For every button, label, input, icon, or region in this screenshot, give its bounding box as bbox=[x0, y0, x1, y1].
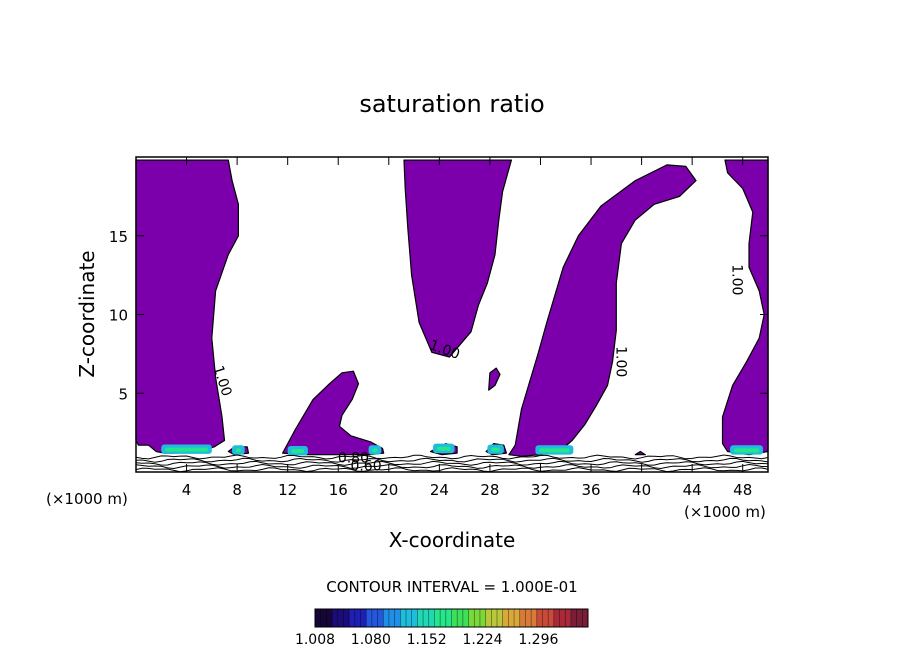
x-tick-label: 32 bbox=[531, 481, 550, 499]
contour-label-6: 0.60 bbox=[350, 458, 381, 474]
supersaturated-region-4 bbox=[721, 159, 769, 456]
supersaturated-region-6 bbox=[488, 367, 501, 391]
x-axis-label: X-coordinate bbox=[389, 528, 516, 552]
x-tick-label: 48 bbox=[733, 481, 752, 499]
colorbar-tick-label: 1.152 bbox=[407, 632, 447, 648]
colorbar: 1.008 1.080 1.152 1.224 1.296 bbox=[295, 608, 589, 648]
colorbar-swatch bbox=[468, 609, 487, 627]
y-axis-label: Z-coordinate bbox=[75, 250, 99, 377]
isoline-3 bbox=[135, 460, 769, 466]
isoline-1 bbox=[135, 467, 769, 473]
x-tick-label: 24 bbox=[430, 481, 449, 499]
x-tick-label: 36 bbox=[581, 481, 600, 499]
high-value-core-4 bbox=[372, 448, 378, 453]
supersaturated-region-2 bbox=[403, 159, 512, 358]
isoline-2 bbox=[135, 463, 769, 470]
high-value-core-7 bbox=[539, 448, 570, 453]
colorbar-swatch bbox=[536, 609, 555, 627]
colorbar-swatch bbox=[315, 609, 333, 627]
colorbar-swatch bbox=[366, 609, 384, 627]
colorbar-tick-label: 1.008 bbox=[295, 632, 335, 648]
colorbar-tick-label: 1.296 bbox=[518, 632, 558, 648]
x-tick-label: 40 bbox=[632, 481, 651, 499]
colorbar-swatch bbox=[451, 609, 470, 627]
colorbar-swatch bbox=[400, 609, 418, 627]
colorbar-swatch bbox=[502, 609, 521, 627]
high-value-core-5 bbox=[436, 446, 451, 451]
colorbar-swatch bbox=[434, 609, 452, 627]
supersaturated-region-10 bbox=[634, 450, 646, 456]
colorbar-swatch bbox=[383, 609, 401, 627]
colorbar-tick-label: 1.080 bbox=[351, 632, 391, 648]
colorbar-swatch bbox=[553, 609, 572, 627]
x-tick-label: 12 bbox=[278, 481, 297, 499]
contour-label-5: 0.80 bbox=[338, 451, 369, 467]
y-tick-label: 5 bbox=[118, 385, 128, 403]
high-value-core-6 bbox=[491, 447, 501, 452]
x-tick-label: 8 bbox=[232, 481, 242, 499]
high-value-core-2 bbox=[235, 448, 241, 453]
colorbar-swatch bbox=[349, 609, 367, 627]
contour-interval: CONTOUR INTERVAL = 1.000E-01 bbox=[326, 578, 577, 596]
x-tick-label: 44 bbox=[683, 481, 702, 499]
supersaturated-region-1 bbox=[135, 159, 239, 454]
colorbar-swatch bbox=[417, 609, 435, 627]
supersaturated-region-3 bbox=[508, 164, 697, 457]
x-unit-label-left: (×1000 m) bbox=[46, 490, 128, 508]
x-tick-label: 20 bbox=[379, 481, 398, 499]
high-value-core-8 bbox=[733, 448, 760, 453]
chart-title: saturation ratio bbox=[359, 90, 544, 118]
supersaturated-region-5 bbox=[282, 370, 385, 456]
isoline-5 bbox=[135, 454, 769, 460]
y-tick-label: 15 bbox=[109, 228, 128, 246]
high-value-core-3 bbox=[291, 449, 305, 454]
colorbar-swatch bbox=[570, 609, 589, 627]
contour-label-3: 1.00 bbox=[612, 346, 628, 377]
x-unit-label-right: (×1000 m) bbox=[684, 503, 766, 521]
contour-label-4: 1.00 bbox=[729, 264, 745, 295]
high-value-core-1 bbox=[165, 447, 209, 452]
y-tick-label: 10 bbox=[109, 307, 128, 325]
colorbar-swatch bbox=[519, 609, 538, 627]
colorbar-swatch bbox=[485, 609, 504, 627]
x-tick-label: 16 bbox=[329, 481, 348, 499]
colorbar-swatch bbox=[332, 609, 350, 627]
plot-area: 1.001.00 1.001.000.800.60 4 8 12 16 20 24 28 32 3… bbox=[109, 156, 769, 499]
isoline-4 bbox=[135, 457, 769, 463]
x-tick-label: 4 bbox=[182, 481, 192, 499]
colorbar-frame bbox=[314, 608, 589, 628]
x-tick-label: 28 bbox=[480, 481, 499, 499]
colorbar-tick-label: 1.224 bbox=[462, 632, 502, 648]
